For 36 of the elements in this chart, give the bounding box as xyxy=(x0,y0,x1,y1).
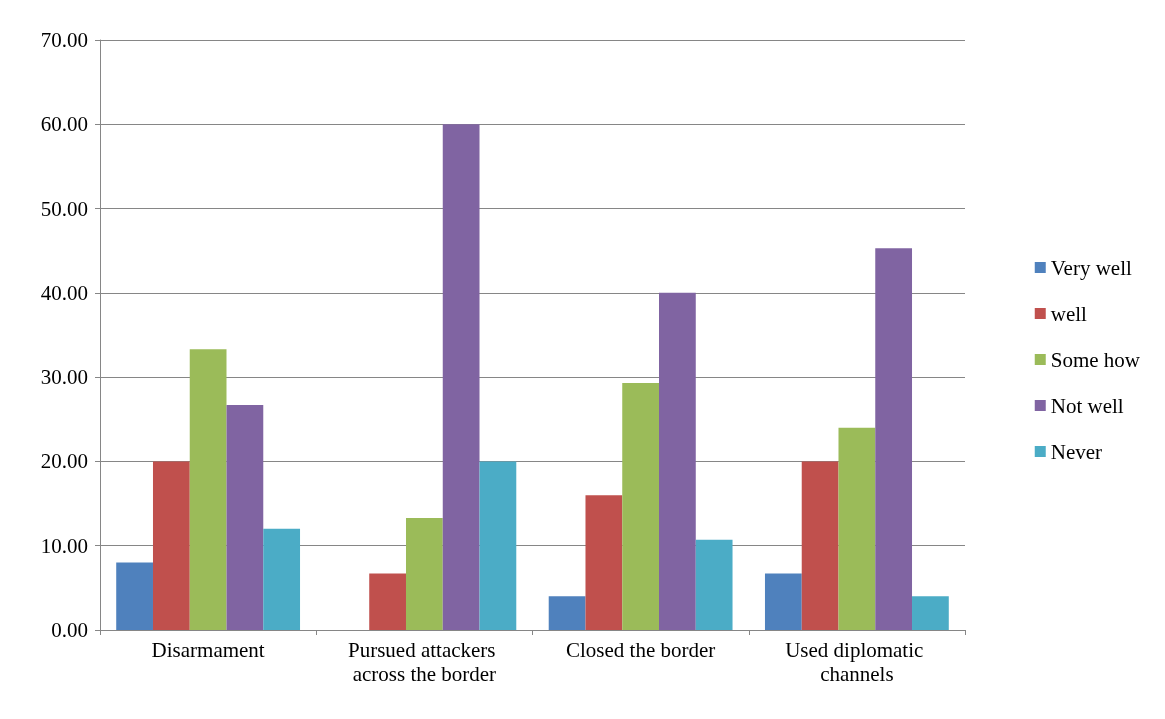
y-tick-label: 30.00 xyxy=(40,365,88,390)
legend-label: well xyxy=(1050,301,1088,326)
bar xyxy=(405,517,443,630)
bar xyxy=(442,124,480,630)
x-tick-label: Closed the border xyxy=(565,638,716,662)
x-tick-label: Disarmament xyxy=(151,638,265,662)
bar xyxy=(479,461,517,630)
bar xyxy=(838,427,876,630)
legend-label: Some how xyxy=(1050,347,1141,372)
bar xyxy=(622,383,660,630)
bar xyxy=(695,539,733,630)
y-tick-label: 60.00 xyxy=(40,112,88,137)
legend-label: Never xyxy=(1050,439,1103,464)
y-tick-label: 10.00 xyxy=(40,533,88,558)
legend-label: Very well xyxy=(1050,255,1132,280)
bar xyxy=(263,528,301,630)
bar xyxy=(801,461,839,630)
y-tick-label: 0.00 xyxy=(51,618,88,642)
bar xyxy=(912,596,949,630)
legend-label: Not well xyxy=(1050,393,1124,418)
x-tick-label: Pursued attackers across the border xyxy=(347,638,501,686)
y-tick-label: 20.00 xyxy=(40,449,88,474)
bar xyxy=(226,404,264,630)
bar xyxy=(875,248,913,630)
y-tick-label: 40.00 xyxy=(40,280,88,305)
bar xyxy=(764,573,802,630)
y-tick-label: 70.00 xyxy=(40,28,88,52)
bar xyxy=(189,349,227,630)
bar xyxy=(152,461,190,630)
bar xyxy=(585,495,623,630)
bar xyxy=(659,292,696,630)
bar xyxy=(369,573,406,630)
bar xyxy=(116,562,153,630)
y-tick-label: 50.00 xyxy=(40,196,88,221)
bar xyxy=(548,596,586,630)
x-tick-label: Used diplomatic channels xyxy=(785,638,929,686)
